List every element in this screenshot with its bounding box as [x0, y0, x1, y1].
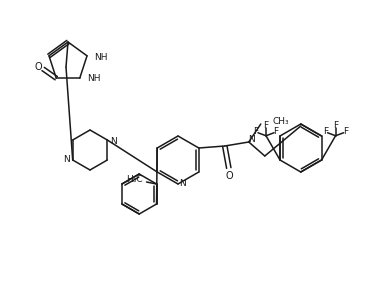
Text: CH₃: CH₃	[273, 118, 290, 127]
Text: N: N	[63, 155, 70, 164]
Text: N: N	[179, 179, 186, 188]
Text: O: O	[226, 171, 234, 181]
Text: NH: NH	[87, 74, 100, 83]
Text: NH: NH	[94, 53, 107, 62]
Text: N: N	[110, 138, 117, 147]
Text: F: F	[253, 127, 259, 136]
Text: H₃C: H₃C	[126, 175, 143, 184]
Text: F: F	[323, 127, 328, 136]
Text: N: N	[248, 135, 255, 144]
Text: F: F	[273, 127, 279, 136]
Text: F: F	[264, 121, 268, 130]
Text: F: F	[333, 121, 338, 130]
Text: O: O	[34, 62, 42, 72]
Text: F: F	[343, 127, 348, 136]
